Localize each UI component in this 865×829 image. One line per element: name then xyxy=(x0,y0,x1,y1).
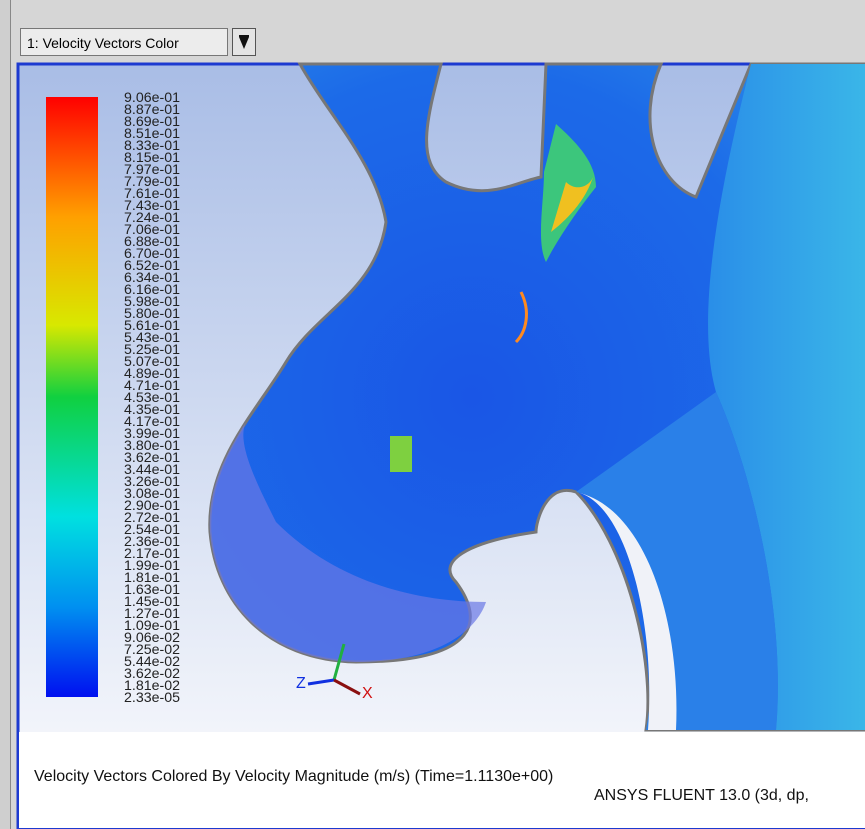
caption-title: Velocity Vectors Colored By Velocity Mag… xyxy=(34,768,553,785)
caption-software: ANSYS FLUENT 13.0 (3d, dp, xyxy=(594,787,809,804)
colorbar xyxy=(46,97,98,697)
dropdown-arrow xyxy=(233,29,255,55)
graphics-panel: 9.06e-018.87e-018.69e-018.51e-018.33e-01… xyxy=(16,62,865,829)
window: 1: Velocity Vectors Color 9.06 xyxy=(0,0,865,829)
side-strip xyxy=(0,0,11,829)
dropdown-button[interactable] xyxy=(232,28,256,56)
colorbar-label: 2.33e-05 xyxy=(124,689,180,705)
axis-label: X xyxy=(362,685,373,702)
axis-label: Z xyxy=(296,675,306,692)
colorbar-labels: 9.06e-018.87e-018.69e-018.51e-018.33e-01… xyxy=(124,89,180,705)
view-dropdown[interactable]: 1: Velocity Vectors Color xyxy=(20,28,228,56)
